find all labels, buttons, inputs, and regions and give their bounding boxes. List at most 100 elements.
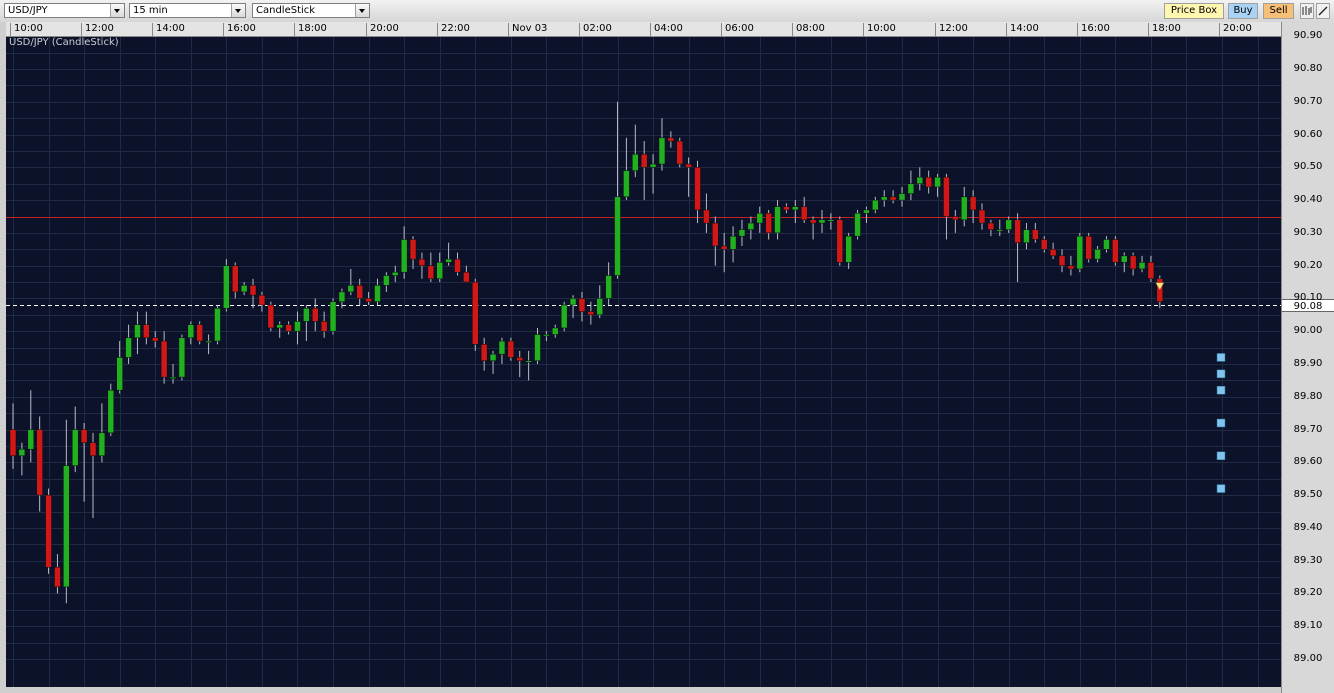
candle-bull <box>436 262 443 280</box>
time-tick-label: 10:00 <box>863 23 896 36</box>
candle-bear <box>480 344 488 361</box>
candle-bear <box>143 324 150 339</box>
candle-bull <box>649 163 657 168</box>
candle-bear <box>54 566 61 588</box>
price-tick-label: 90.30 <box>1293 227 1323 238</box>
candle-bear <box>232 265 239 293</box>
candle-bear <box>640 153 648 168</box>
candle-bull <box>214 308 221 342</box>
candle-bear <box>1112 239 1119 263</box>
time-tick-label: 06:00 <box>721 23 754 36</box>
candle-bull <box>552 327 559 335</box>
candle-bull <box>338 291 346 302</box>
candle-bull <box>863 209 870 214</box>
candle-bull <box>845 235 852 263</box>
level-marker <box>1216 418 1226 428</box>
candle-bull <box>756 212 764 224</box>
level-marker <box>1216 451 1226 461</box>
candle-bull <box>18 448 26 457</box>
level-marker <box>1216 353 1226 362</box>
candle-bull <box>187 324 195 339</box>
candle-bull <box>116 357 123 391</box>
candle-bear <box>952 216 959 221</box>
candle-bull <box>1023 229 1030 243</box>
candle-bear <box>196 324 203 342</box>
candle-bear <box>454 258 461 273</box>
candle-bear <box>312 308 319 322</box>
candle-bull <box>614 196 621 276</box>
candle-bull <box>605 275 612 299</box>
price-tick-label: 90.40 <box>1293 194 1323 205</box>
candle-bull <box>294 321 301 332</box>
candlestick-chart[interactable] <box>6 37 1281 687</box>
level-marker <box>1216 385 1226 395</box>
time-tick-label: 20:00 <box>1219 23 1252 36</box>
candle-bull <box>498 340 506 355</box>
price-tick-label: 89.70 <box>1293 424 1323 435</box>
candle-bear <box>1147 262 1155 280</box>
time-axis: 10:00 12:00 14:00 16:00 18:00 20:00 22:00 Nov 0… <box>6 22 1281 37</box>
price-tick-label: 90.00 <box>1293 325 1323 336</box>
time-tick-label: 04:00 <box>650 23 683 36</box>
candle-bear <box>320 321 328 332</box>
candle-bear <box>151 337 159 342</box>
symbol-select[interactable]: USD/JPY <box>4 3 125 18</box>
buy-button[interactable]: Buy <box>1228 3 1258 19</box>
price-tick-label: 89.30 <box>1293 555 1323 566</box>
candle-bull <box>960 196 968 221</box>
time-tick-label: 20:00 <box>366 23 399 36</box>
time-tick-label: 12:00 <box>81 23 114 36</box>
candle-bear <box>712 222 719 247</box>
chevron-down-icon[interactable] <box>231 4 245 17</box>
candle-bull <box>747 222 755 230</box>
candle-bear <box>267 304 275 329</box>
candle-bull <box>632 153 639 171</box>
price-tick-label: 89.50 <box>1293 489 1323 500</box>
draw-line-icon[interactable] <box>1316 3 1330 19</box>
price-box-button[interactable]: Price Box <box>1164 3 1224 19</box>
chart-style-select[interactable]: CandleStick <box>252 3 370 18</box>
candle-bull <box>738 229 746 237</box>
time-tick-label: 22:00 <box>437 23 470 36</box>
chart-style-value: CandleStick <box>256 5 316 16</box>
chart-plot-area[interactable]: USD/JPY (CandleStick) <box>6 37 1281 687</box>
candle-bear <box>507 340 515 358</box>
candle-bull <box>792 206 799 211</box>
sell-button[interactable]: Sell <box>1263 3 1294 19</box>
timeframe-select[interactable]: 15 min <box>129 3 246 18</box>
candle-bear <box>694 167 701 211</box>
candle-bear <box>578 298 586 312</box>
candle-bull <box>392 271 399 276</box>
time-tick-label: 16:00 <box>1077 23 1110 36</box>
candle-bull <box>98 432 106 457</box>
candle-bull <box>525 360 532 363</box>
price-tick-label: 90.20 <box>1293 260 1323 271</box>
candle-bear <box>676 140 683 165</box>
chevron-down-icon[interactable] <box>355 4 369 17</box>
candle-bear <box>285 324 292 332</box>
candle-bear <box>80 429 88 443</box>
candle-bear <box>836 219 844 263</box>
price-tick-label: 90.80 <box>1293 63 1323 74</box>
candle-bull <box>1005 219 1012 230</box>
bottom-scroll-strip[interactable] <box>6 687 1281 693</box>
price-tick-label: 90.90 <box>1293 30 1323 41</box>
candle-bull <box>1138 262 1146 270</box>
candle-bull <box>534 334 541 361</box>
candle-bear <box>809 219 817 224</box>
chevron-down-icon[interactable] <box>110 4 124 17</box>
timeframe-value: 15 min <box>133 5 168 16</box>
candle-bull <box>347 285 355 293</box>
time-tick-label: 18:00 <box>1148 23 1181 36</box>
price-tick-label: 90.60 <box>1293 129 1323 140</box>
candle-bull <box>445 258 452 263</box>
candle-bear <box>969 196 977 211</box>
candle-bull <box>827 219 835 222</box>
candle-bear <box>1129 255 1137 270</box>
candle-bull <box>1076 235 1084 270</box>
candle-bull <box>729 235 737 250</box>
candle-bear <box>685 163 692 168</box>
symbol-value: USD/JPY <box>8 5 48 16</box>
candle-bear <box>356 285 363 299</box>
bars-icon[interactable] <box>1300 3 1314 19</box>
